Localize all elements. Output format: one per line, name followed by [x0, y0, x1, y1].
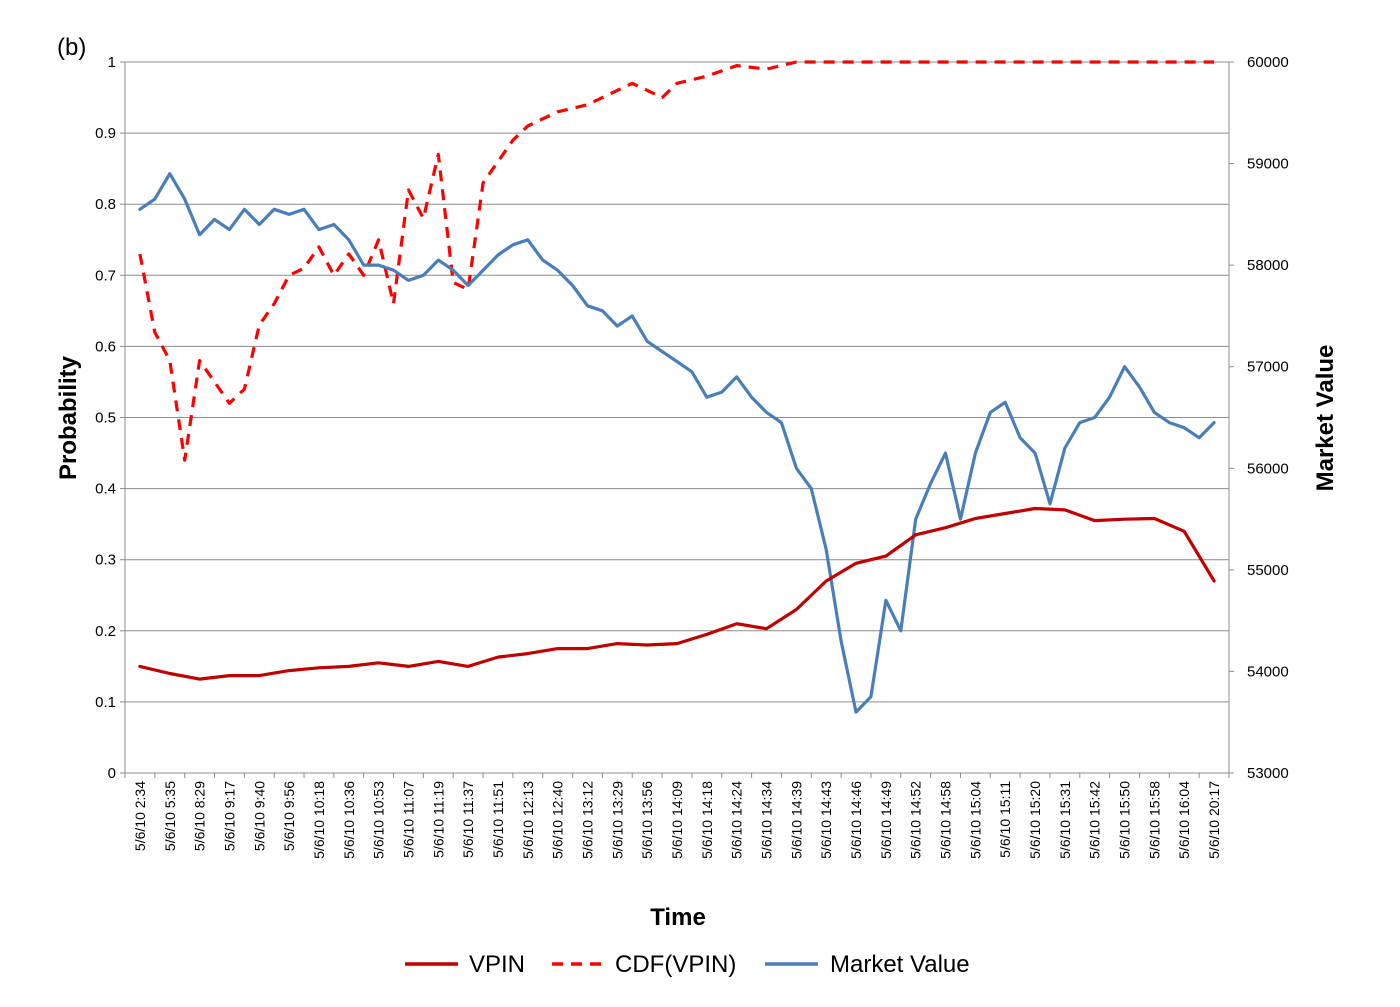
- series-layer: [138, 60, 1216, 714]
- x-tick-label: 5/6/10 10:53: [371, 781, 387, 859]
- right-tick-label: 60000: [1247, 54, 1289, 71]
- x-tick-label: 5/6/10 15:11: [997, 781, 1013, 858]
- x-tick-label: 5/6/10 14:34: [759, 781, 775, 859]
- x-tick-label: 5/6/10 14:24: [729, 781, 745, 859]
- x-tick-label: 5/6/10 2:34: [132, 781, 148, 851]
- legend-label: CDF(VPIN): [615, 951, 736, 978]
- legend: VPIN CDF(VPIN) Market Value: [405, 951, 970, 978]
- right-tick-label: 58000: [1247, 257, 1289, 274]
- left-tick-label: 0.6: [95, 338, 116, 355]
- right-tick-label: 55000: [1247, 562, 1289, 579]
- left-tick-label: 0.4: [95, 481, 116, 498]
- left-tick-label: 0.1: [95, 694, 116, 711]
- x-tick-label: 5/6/10 14:49: [878, 781, 894, 859]
- x-tick-label: 5/6/10 15:20: [1027, 781, 1043, 859]
- gridlines: [125, 61, 1229, 774]
- x-tick-label: 5/6/10 14:43: [818, 781, 834, 859]
- left-tick-label: 0: [108, 765, 116, 782]
- legend-label: Market Value: [830, 951, 970, 978]
- left-axis-ticks: 0 0.1 0.2 0.3 0.4 0.5 0.6 0.7 0.8 0.9 1: [95, 54, 125, 782]
- x-tick-label: 5/6/10 14:39: [788, 781, 804, 859]
- series-line-cdf-vpin: [138, 60, 1215, 462]
- x-tick-label: 5/6/10 11:19: [430, 781, 446, 858]
- right-axis-title: Market Value: [1312, 345, 1339, 492]
- left-tick-label: 0.9: [95, 125, 116, 142]
- x-tick-label: 5/6/10 15:42: [1087, 781, 1103, 859]
- left-tick-label: 0.3: [95, 552, 116, 569]
- x-tick-label: 5/6/10 10:36: [341, 781, 357, 859]
- series-line-market-value: [138, 172, 1216, 714]
- x-tick-label: 5/6/10 14:18: [699, 781, 715, 859]
- panel-label: (b): [57, 34, 86, 61]
- x-tick-label: 5/6/10 15:50: [1117, 781, 1133, 859]
- x-axis-ticks: 5/6/10 2:34 5/6/10 5:35 5/6/10 8:29 5/6/10 …: [124, 773, 1230, 859]
- x-tick-label: 5/6/10 9:17: [221, 781, 237, 851]
- left-tick-label: 0.8: [95, 196, 116, 213]
- x-tick-label: 5/6/10 20:17: [1206, 781, 1222, 859]
- right-tick-label: 54000: [1247, 663, 1289, 680]
- x-tick-label: 5/6/10 12:13: [520, 781, 536, 859]
- x-tick-label: 5/6/10 13:29: [609, 781, 625, 859]
- x-tick-label: 5/6/10 12:40: [550, 781, 566, 859]
- x-tick-label: 5/6/10 14:52: [908, 781, 924, 859]
- x-axis-title: Time: [650, 904, 706, 931]
- x-tick-label: 5/6/10 11:51: [490, 781, 506, 858]
- x-tick-label: 5/6/10 13:56: [639, 781, 655, 859]
- x-tick-label: 5/6/10 14:46: [848, 781, 864, 859]
- right-tick-label: 57000: [1247, 359, 1289, 376]
- x-tick-label: 5/6/10 13:12: [579, 781, 595, 859]
- x-tick-label: 5/6/10 11:07: [400, 781, 416, 858]
- right-axis-ticks: 53000 54000 55000 56000 57000 58000 59000 60000: [1229, 54, 1289, 782]
- x-tick-label: 5/6/10 9:56: [281, 781, 297, 851]
- x-tick-label: 5/6/10 14:09: [669, 781, 685, 859]
- series-line-vpin: [138, 506, 1216, 681]
- legend-label: VPIN: [469, 951, 525, 978]
- left-tick-label: 0.2: [95, 623, 116, 640]
- x-tick-label: 5/6/10 8:29: [192, 781, 208, 851]
- x-tick-label: 5/6/10 15:58: [1146, 781, 1162, 859]
- x-tick-label: 5/6/10 5:35: [162, 781, 178, 851]
- right-tick-label: 53000: [1247, 765, 1289, 782]
- left-tick-label: 0.7: [95, 267, 116, 284]
- x-tick-label: 5/6/10 16:04: [1176, 781, 1192, 859]
- left-tick-label: 0.5: [95, 410, 116, 427]
- right-tick-label: 59000: [1247, 156, 1289, 173]
- right-tick-label: 56000: [1247, 460, 1289, 477]
- x-tick-label: 5/6/10 10:18: [311, 781, 327, 859]
- x-tick-label: 5/6/10 15:31: [1057, 781, 1073, 859]
- x-tick-label: 5/6/10 11:37: [460, 781, 476, 858]
- left-tick-label: 1: [108, 54, 116, 71]
- x-tick-label: 5/6/10 15:04: [967, 781, 983, 859]
- x-tick-label: 5/6/10 9:40: [251, 781, 267, 851]
- left-axis-title: Probability: [55, 355, 82, 480]
- x-tick-label: 5/6/10 14:58: [938, 781, 954, 859]
